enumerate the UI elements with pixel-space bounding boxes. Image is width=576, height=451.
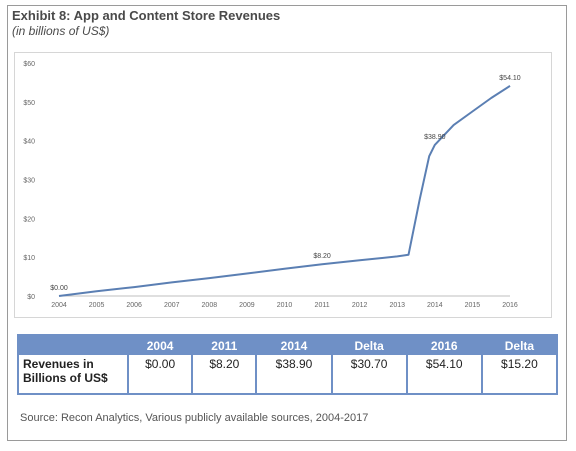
table-header-delta-1: Delta — [332, 336, 406, 353]
y-tick-label: $30 — [23, 178, 35, 185]
table-header-2016: 2016 — [407, 336, 481, 353]
table-cell-2016: $54.10 — [407, 355, 481, 393]
line-chart: $0 $10 $20 $30 $40 $50 $60 2004 2005 2006 2007 2008… — [23, 61, 521, 309]
y-tick-label: $40 — [23, 139, 35, 146]
table-cell-2014: $38.90 — [257, 355, 331, 393]
x-tick-label: 2010 — [277, 302, 293, 309]
x-tick-label: 2009 — [239, 302, 255, 309]
data-label: $38.90 — [424, 134, 446, 141]
data-label: $54.10 — [499, 75, 521, 82]
table-header-2011: 2011 — [193, 336, 256, 353]
x-tick-label: 2004 — [51, 302, 67, 309]
table-cell-delta-2: $15.20 — [482, 355, 556, 393]
exhibit-title: Exhibit 8: App and Content Store Revenue… — [12, 8, 281, 23]
y-tick-label: $60 — [23, 61, 35, 68]
chart-area: $0 $10 $20 $30 $40 $50 $60 2004 2005 2006 2007 2008… — [14, 52, 552, 318]
table-header-delta-2: Delta — [482, 336, 556, 353]
y-tick-label: $10 — [23, 255, 35, 262]
y-tick-label: $50 — [23, 100, 35, 107]
x-tick-label: 2008 — [202, 302, 218, 309]
table-header-empty — [19, 336, 127, 353]
source-note: Source: Recon Analytics, Various publicl… — [20, 412, 369, 424]
x-tick-label: 2012 — [352, 302, 368, 309]
table-header-2014: 2014 — [257, 336, 331, 353]
table-cell-2004: $0.00 — [129, 355, 192, 393]
x-tick-label: 2006 — [126, 302, 142, 309]
table-row-label: Revenues in Billions of US$ — [19, 355, 127, 393]
table-row: Revenues in Billions of US$ $0.00 $8.20 … — [19, 355, 556, 393]
x-tick-label: 2011 — [315, 302, 330, 309]
x-tick-label: 2014 — [427, 302, 443, 309]
x-tick-label: 2005 — [89, 302, 105, 309]
data-label: $8.20 — [313, 253, 331, 260]
series-line — [58, 85, 511, 297]
x-tick-label: 2015 — [465, 302, 481, 309]
revenue-table: 2004 2011 2014 Delta 2016 Delta Revenues… — [17, 334, 558, 395]
y-tick-label: $20 — [23, 216, 35, 223]
data-label: $0.00 — [50, 285, 68, 292]
x-tick-label: 2016 — [502, 302, 518, 309]
table-cell-delta-1: $30.70 — [332, 355, 406, 393]
y-tick-label: $0 — [27, 294, 35, 301]
x-tick-label: 2013 — [389, 302, 405, 309]
x-tick-label: 2007 — [164, 302, 180, 309]
exhibit-subtitle: (in billions of US$) — [12, 24, 110, 38]
table-header-2004: 2004 — [129, 336, 192, 353]
table-header-row: 2004 2011 2014 Delta 2016 Delta — [19, 336, 556, 353]
table-cell-2011: $8.20 — [193, 355, 256, 393]
